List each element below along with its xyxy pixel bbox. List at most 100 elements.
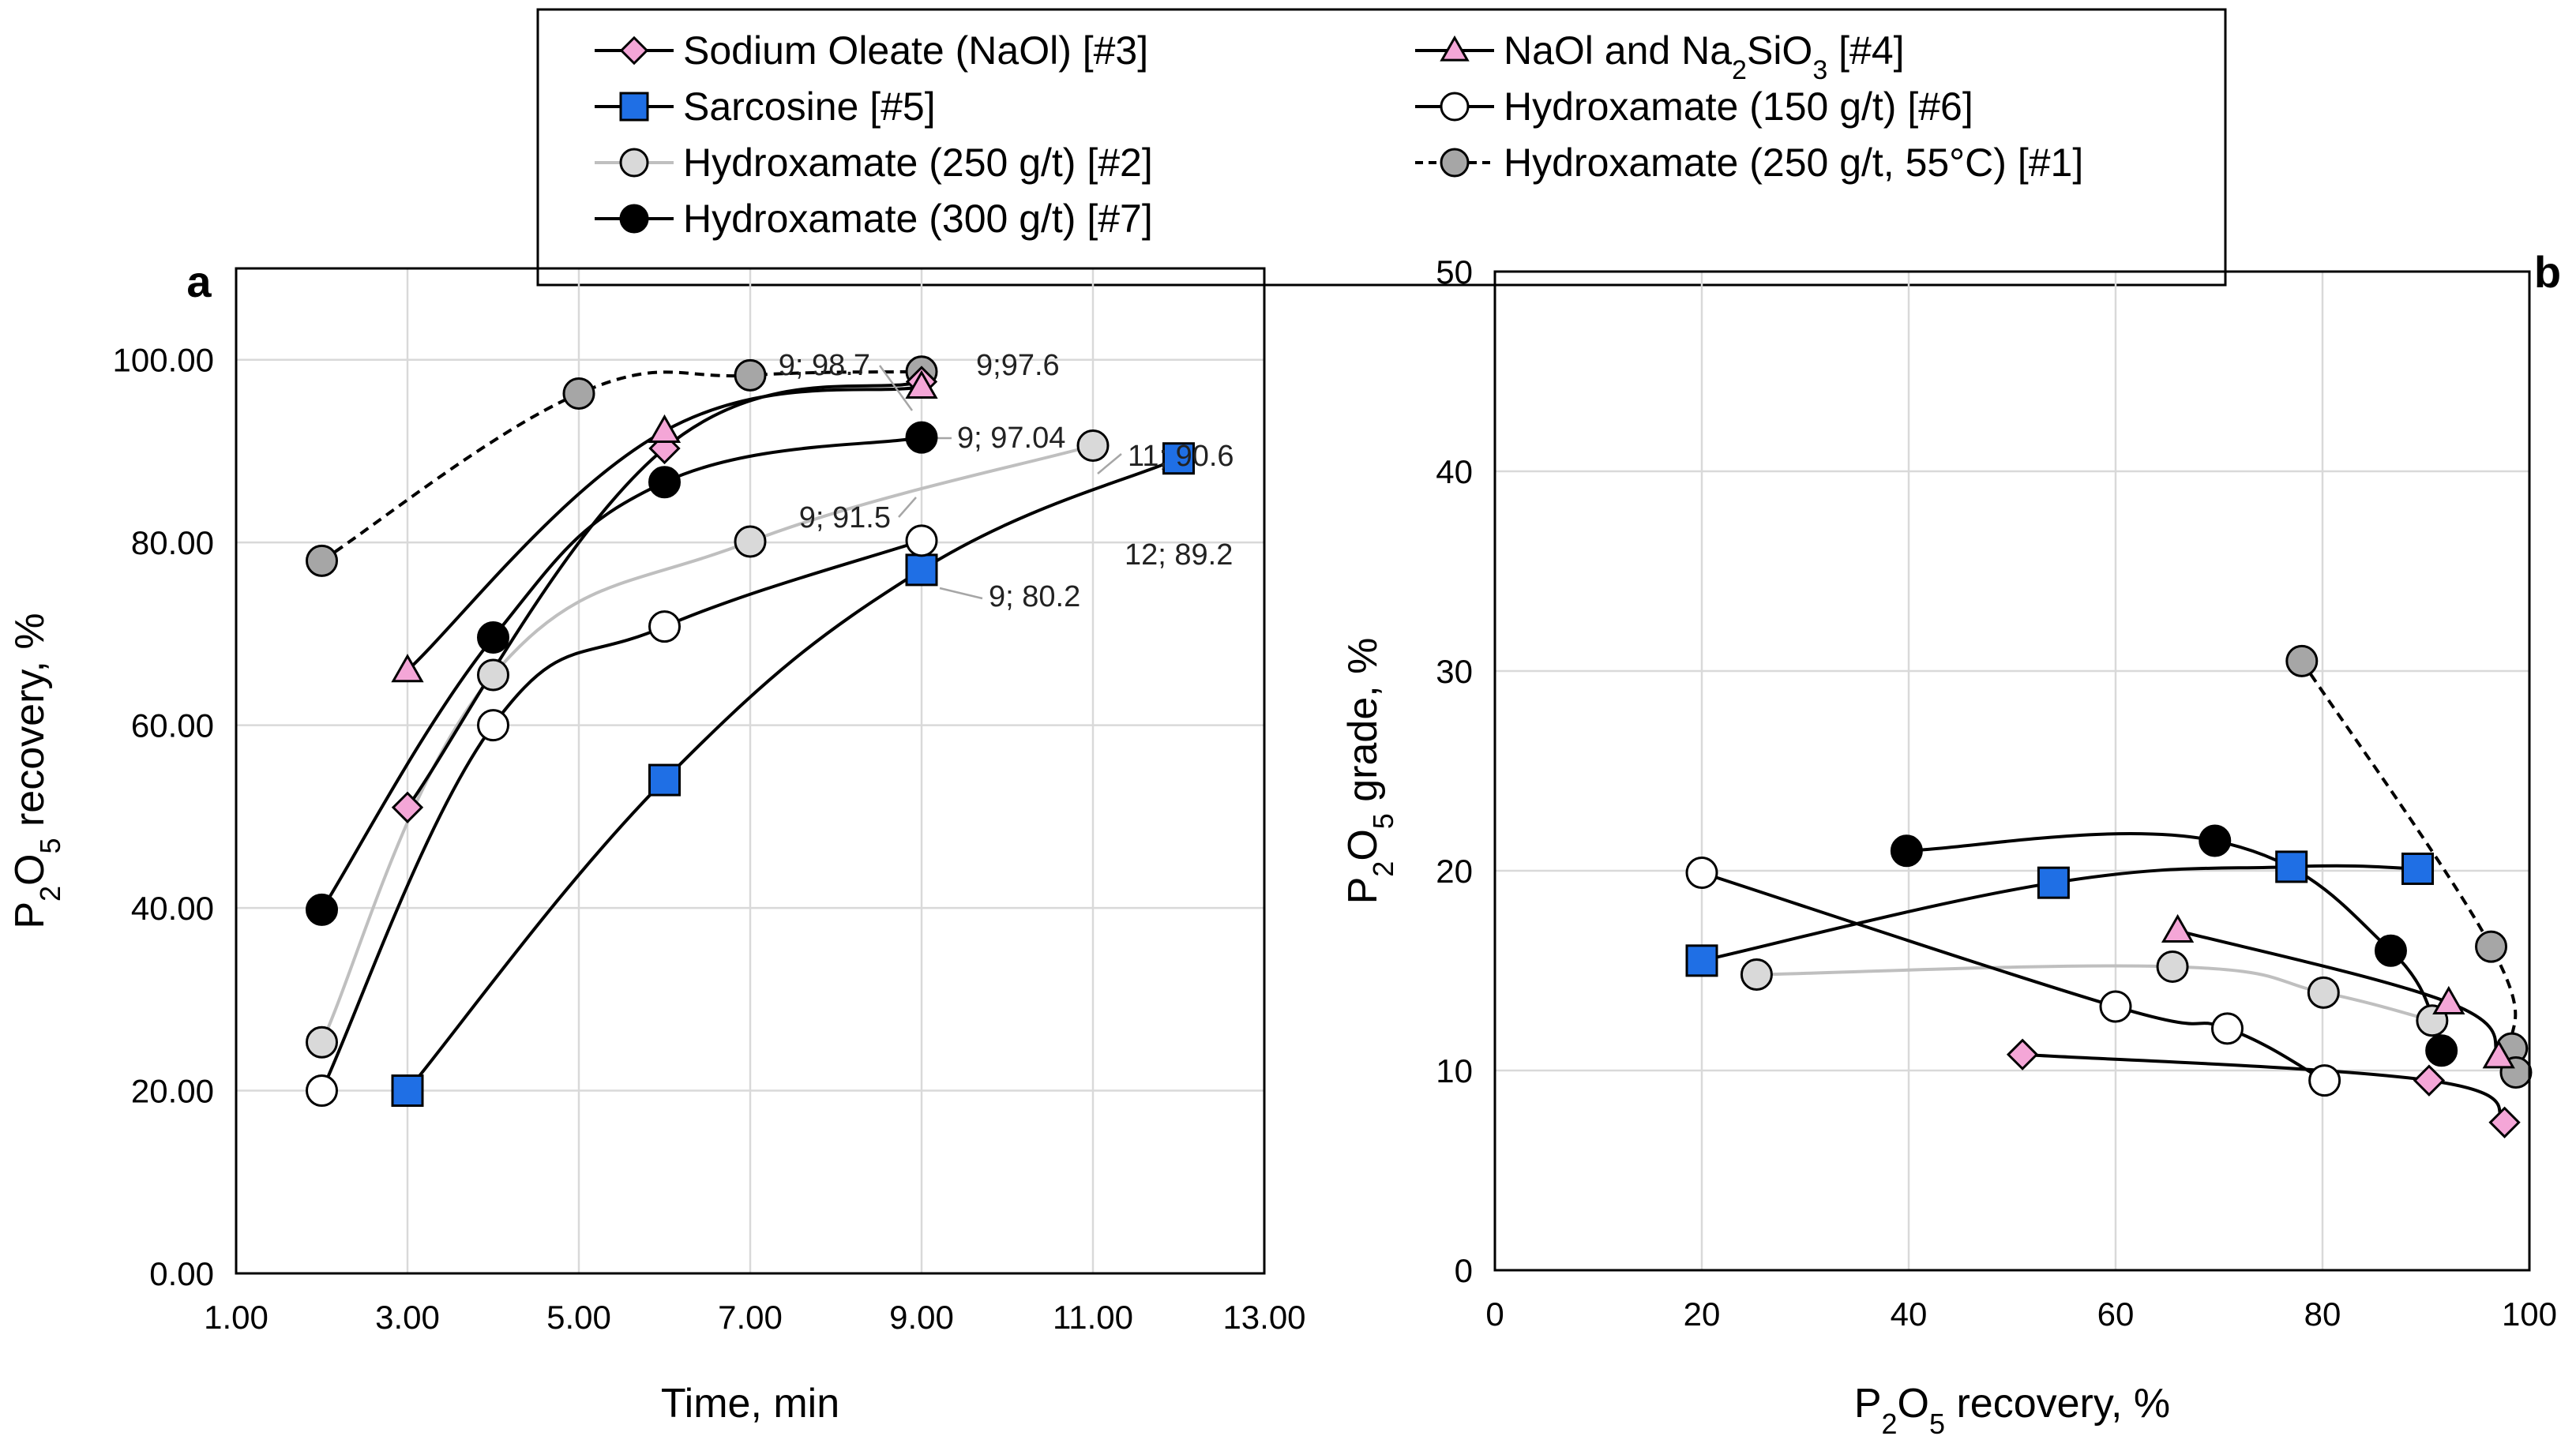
x-tick-label: 1.00 — [204, 1299, 268, 1336]
y-tick-label: 80.00 — [131, 524, 214, 561]
annotation-label: 9; 97.04 — [957, 422, 1065, 455]
series-line-s6 — [320, 538, 922, 1092]
data-point-s6 — [2308, 1064, 2341, 1097]
data-point-s4 — [391, 654, 424, 683]
data-point-s1 — [2285, 644, 2319, 677]
y-tick-label: 0 — [1455, 1252, 1473, 1289]
data-point-s7 — [2374, 934, 2407, 967]
legend-marker-s6 — [1440, 92, 1470, 122]
y-tick-label: 100.00 — [113, 342, 214, 379]
y-tick-label: 10 — [1436, 1052, 1473, 1089]
x-tick-label: 7.00 — [718, 1299, 783, 1336]
annotation-leader-line — [1097, 453, 1122, 474]
chart-b-gridlines — [1495, 270, 2529, 1270]
data-point-s3 — [2006, 1038, 2039, 1070]
series-line-s2 — [1756, 964, 2433, 1022]
data-point-s3 — [391, 791, 424, 823]
chart-a-x-axis-label: Time, min — [661, 1381, 839, 1427]
data-point-s2 — [1076, 429, 1110, 463]
panel-b-letter: b — [2534, 247, 2561, 297]
data-point-s1 — [2475, 930, 2508, 963]
legend-marker-s4 — [1440, 35, 1470, 62]
data-point-s4 — [2161, 913, 2195, 943]
data-point-s5 — [905, 553, 938, 587]
data-point-s7 — [648, 466, 681, 499]
data-point-s2 — [306, 1025, 338, 1059]
series-line-s3 — [406, 380, 922, 808]
data-point-s3 — [2413, 1064, 2446, 1097]
legend-items — [595, 35, 1494, 234]
chart-a-gridlines — [236, 268, 1264, 1273]
chart-a-series-lines — [320, 369, 1180, 1092]
chart-b-tick-labels: 0 20 40 60 80 100 0 10 20 30 40 50 — [1436, 253, 2557, 1333]
annotation-label: 9;97.6 — [976, 349, 1060, 382]
annotation-label: 9; 80.2 — [989, 580, 1080, 613]
chart-b: 0 20 40 60 80 100 0 10 20 30 40 50 P2O5 recovery, %… — [1340, 253, 2557, 1436]
y-tick-label: 40 — [1436, 453, 1473, 490]
y-tick-label: 50 — [1436, 253, 1473, 291]
data-point-s6 — [306, 1074, 338, 1108]
x-tick-label: 3.00 — [375, 1299, 440, 1336]
chart-b-plot-frame — [1493, 270, 2531, 1272]
data-point-s6 — [1685, 857, 1718, 890]
series-line-s4 — [2177, 928, 2500, 1058]
data-point-s6 — [477, 709, 509, 742]
data-point-s1 — [734, 358, 767, 392]
y-tick-label: 20.00 — [131, 1073, 214, 1110]
data-point-s4 — [2482, 1040, 2515, 1069]
data-point-s7 — [2425, 1034, 2458, 1067]
data-point-s5 — [2037, 866, 2070, 899]
legend-label-sarcosine: Sarcosine [#5] — [683, 84, 936, 129]
data-point-s7 — [905, 421, 938, 454]
annotation-leader-line — [898, 497, 917, 518]
y-tick-label: 0.00 — [149, 1255, 214, 1292]
data-point-s5 — [1685, 944, 1718, 977]
data-point-s2 — [2156, 950, 2189, 983]
data-point-s6 — [2210, 1012, 2244, 1045]
y-tick-label: 60.00 — [131, 707, 214, 744]
data-point-s5 — [1162, 442, 1195, 475]
x-tick-label: 9.00 — [889, 1299, 954, 1336]
data-point-s7 — [477, 621, 509, 654]
data-point-s1 — [306, 544, 338, 577]
annotation-label: 9; 91.5 — [799, 501, 891, 534]
panel-a-letter: a — [186, 257, 212, 306]
data-point-s5 — [2401, 852, 2435, 885]
data-point-s4 — [905, 369, 938, 399]
chart-a-markers — [306, 355, 1195, 1108]
legend-marker-s7 — [619, 204, 649, 234]
legend-marker-s2 — [619, 148, 649, 178]
legend-label-hydroxamate-250-55c: Hydroxamate (250 g/t, 55°C) [#1] — [1504, 141, 2083, 185]
annotation-label: 9; 98.7 — [779, 349, 870, 382]
data-point-s5 — [391, 1074, 424, 1108]
x-tick-label: 0 — [1485, 1295, 1504, 1333]
x-tick-label: 5.00 — [546, 1299, 611, 1336]
data-point-s5 — [2275, 850, 2308, 883]
annotation-leader-line — [878, 365, 914, 411]
legend-label-hydroxamate-300: Hydroxamate (300 g/t) [#7] — [683, 197, 1153, 241]
chart-a: 1.00 3.00 5.00 7.00 9.00 11.00 13.00 0.00 20.00 4… — [7, 267, 1306, 1427]
y-tick-label: 40.00 — [131, 890, 214, 927]
data-point-s7 — [2199, 824, 2232, 857]
legend: Sodium Oleate (NaOl) [#3] Sarcosine [#5]… — [536, 8, 2227, 287]
legend-label-hydroxamate-250: Hydroxamate (250 g/t) [#2] — [683, 141, 1153, 185]
data-point-s2 — [2307, 976, 2340, 1009]
x-tick-label: 11.00 — [1053, 1299, 1133, 1336]
series-line-s5 — [406, 456, 1180, 1092]
annotation-label: 12; 89.2 — [1125, 538, 1233, 572]
legend-frame — [536, 8, 2227, 287]
chart-a-annotation-leaders — [878, 365, 1122, 600]
data-point-s5 — [648, 763, 681, 797]
data-point-s2 — [477, 658, 509, 692]
chart-a-y-axis-label: P2O5 recovery, % — [7, 613, 66, 928]
x-tick-label: 60 — [2097, 1295, 2135, 1333]
series-line-s1 — [321, 369, 922, 563]
annotation-label: 11; 90.6 — [1128, 440, 1234, 473]
data-point-s3 — [2488, 1106, 2521, 1138]
data-point-s1 — [562, 377, 595, 411]
series-line-s5 — [1701, 864, 2418, 962]
series-line-s3 — [2022, 1052, 2506, 1124]
chart-b-markers — [1685, 644, 2533, 1138]
legend-label-sodium-oleate: Sodium Oleate (NaOl) [#3] — [683, 28, 1148, 73]
